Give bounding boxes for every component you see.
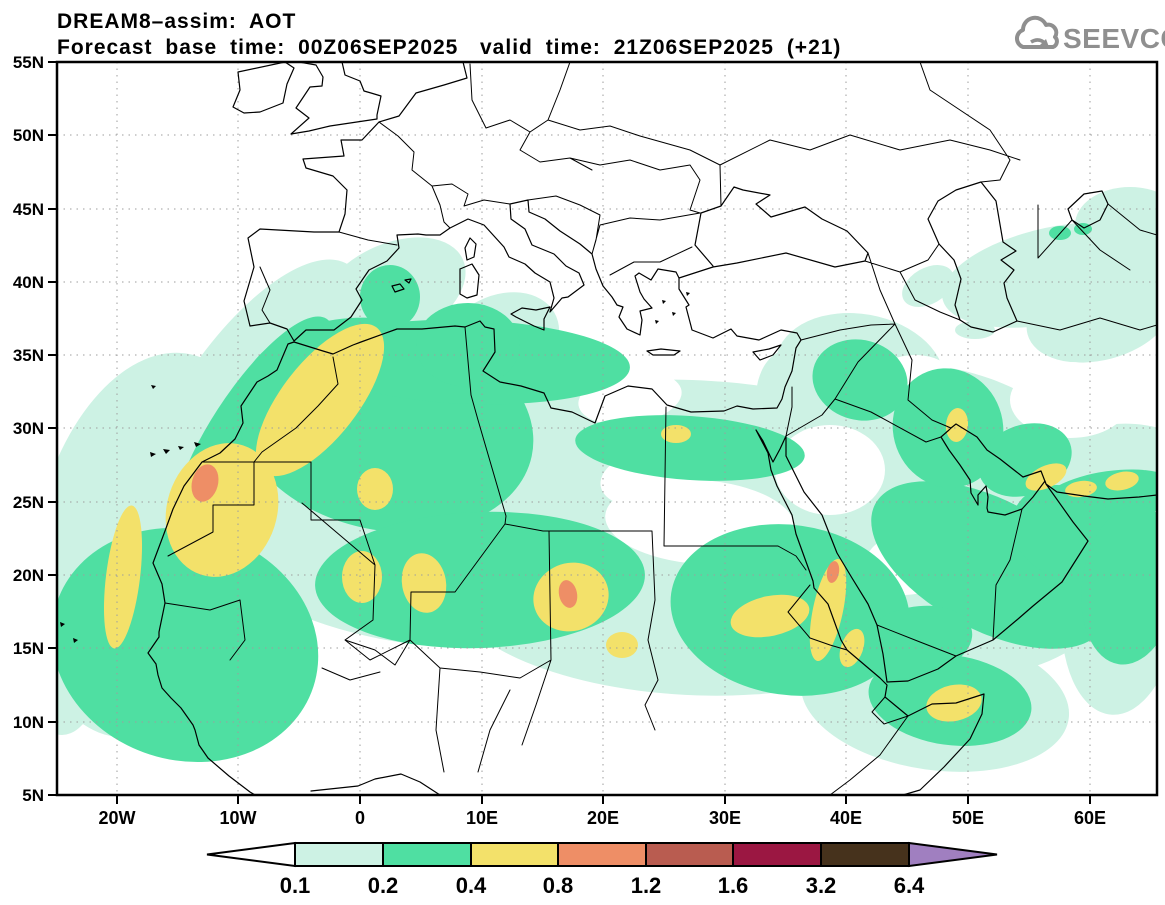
aot-layer-0.4 (103, 323, 1139, 722)
colorbar-left-arrow (206, 841, 296, 868)
colorbar-tick-label: 0.8 (543, 873, 574, 898)
lat-tick-label: 25N (13, 493, 44, 512)
colorbar-segment (557, 842, 647, 867)
map-canvas (57, 62, 1157, 795)
lon-tick-label: 50E (952, 808, 984, 828)
lat-axis: 55N 50N 45N 40N 35N 30N 25N 20N 15N 10N … (13, 53, 57, 805)
colorbar-right-arrow (908, 841, 998, 868)
colorbar-tick-label: 6.4 (894, 873, 925, 898)
seevccc-logo: SEEVCCC (1015, 15, 1165, 54)
forecast-base-time-label: Forecast base time: 00Z06SEP2025 (57, 36, 458, 59)
lat-tick-label: 15N (13, 639, 44, 658)
colorbar-tick-label: 1.6 (718, 873, 749, 898)
colorbar-segment (382, 842, 472, 867)
lon-tick-label: 20E (587, 808, 619, 828)
logo-text: SEEVCCC (1063, 23, 1165, 54)
country-borders (164, 62, 1157, 795)
lat-tick-label: 5N (22, 786, 44, 805)
lat-tick-label: 45N (13, 200, 44, 219)
colorbar-segment (820, 842, 910, 867)
aot-layer-0.8 (191, 464, 840, 608)
coastlines (147, 62, 1157, 795)
colorbar-tick-label: 0.4 (456, 873, 487, 898)
colorbar-tick-label: 0.2 (368, 873, 399, 898)
colorbar-segment (732, 842, 822, 867)
lon-tick-label: 40E (830, 808, 862, 828)
lon-tick-label: 30E (709, 808, 741, 828)
lon-tick-label: 10E (466, 808, 498, 828)
lon-tick-label: 20W (98, 808, 135, 828)
colorbar-segment (294, 842, 384, 867)
colorbar-segment (645, 842, 734, 867)
lon-tick-label: 10W (219, 808, 256, 828)
lat-tick-label: 10N (13, 713, 44, 732)
cloud-arrow-icon (1039, 39, 1049, 47)
lat-tick-label: 55N (13, 53, 44, 72)
colorbar-tick-label: 3.2 (806, 873, 837, 898)
colorbar: 0.1 0.2 0.4 0.8 1.2 1.6 3.2 6.4 (206, 841, 998, 898)
page-title: DREAM8–assim: AOT (57, 10, 296, 33)
lat-tick-label: 35N (13, 346, 44, 365)
lon-tick-label: 0 (355, 808, 365, 828)
lat-tick-label: 20N (13, 566, 44, 585)
cloud-icon (1015, 15, 1059, 49)
lat-tick-label: 50N (13, 126, 44, 145)
valid-time-label: valid time: 21Z06SEP2025 (+21) (480, 36, 841, 59)
lat-tick-label: 40N (13, 273, 44, 292)
lon-tick-label: 60E (1074, 808, 1106, 828)
colorbar-tick-label: 0.1 (280, 873, 311, 898)
colorbar-segment (470, 842, 559, 867)
latlon-grid (57, 62, 1157, 795)
colorbar-tick-label: 1.2 (631, 873, 662, 898)
lat-tick-label: 30N (13, 419, 44, 438)
lon-axis: 20W 10W 0 10E 20E 30E 40E 50E 60E (98, 795, 1106, 828)
